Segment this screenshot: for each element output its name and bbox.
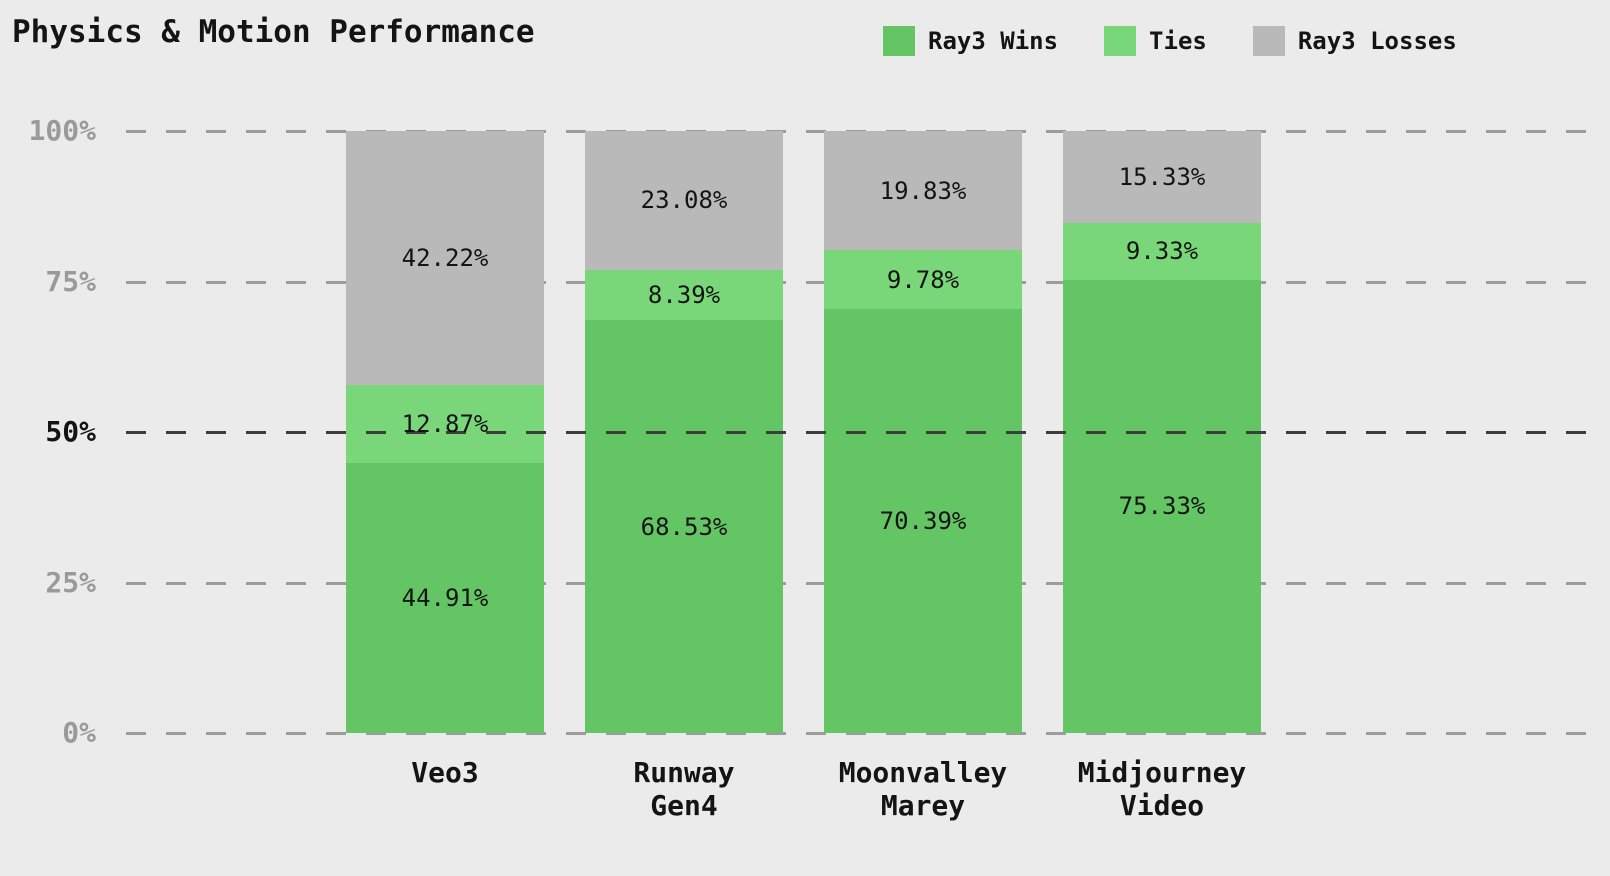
legend-label: Ray3 Losses — [1297, 27, 1457, 55]
bar-value-label: 19.83% — [879, 176, 967, 205]
gridline-emphasis — [126, 431, 1592, 434]
legend-item-ties: Ties — [1104, 26, 1207, 56]
y-tick-label: 75% — [45, 264, 96, 298]
legend-label: Ray3 Wins — [928, 27, 1059, 55]
bar-value-label: 68.53% — [640, 512, 728, 541]
bar-value-label: 44.91% — [401, 583, 489, 612]
bar-value-label: 42.22% — [401, 244, 489, 273]
y-tick-label: 50% — [45, 415, 96, 448]
bar-segment — [824, 309, 1022, 733]
bar-segment — [1063, 279, 1261, 733]
legend-item-ray3-wins: Ray3 Wins — [883, 26, 1058, 56]
legend-swatch-ties-icon — [1104, 26, 1137, 56]
bar-segment — [346, 462, 544, 733]
chart-title: Physics & Motion Performance — [12, 14, 535, 50]
bar-value-label: 23.08% — [640, 186, 728, 215]
bar-segment — [585, 131, 783, 270]
bar-segment — [346, 131, 544, 386]
bar-segment — [346, 385, 544, 463]
bar-value-label: 75.33% — [1118, 492, 1206, 521]
x-category-label: Runway Gen4 — [633, 756, 735, 822]
y-tick-label: 25% — [45, 565, 96, 599]
y-tick-label: 100% — [28, 114, 96, 147]
bar-segment — [585, 320, 783, 733]
bar-segment — [1063, 223, 1261, 280]
x-category-label: Veo3 — [411, 756, 479, 789]
bar-value-label: 9.33% — [1125, 237, 1199, 266]
gridline — [126, 732, 1592, 735]
bar-segment — [824, 131, 1022, 251]
x-category-label: Moonvalley Marey — [838, 756, 1008, 822]
bar-value-label: 12.87% — [401, 409, 489, 438]
bar-value-label: 9.78% — [886, 265, 960, 294]
legend-label: Ties — [1149, 27, 1207, 55]
bar-value-label: 8.39% — [647, 281, 721, 310]
x-category-label: Midjourney Video — [1077, 756, 1247, 822]
legend-item-ray3-losses: Ray3 Losses — [1252, 26, 1457, 56]
bar-value-label: 15.33% — [1118, 163, 1206, 192]
bar-segment — [824, 250, 1022, 310]
legend: Ray3 Wins Ties Ray3 Losses — [883, 26, 1457, 56]
legend-swatch-losses-icon — [1252, 26, 1285, 56]
y-tick-label: 0% — [62, 716, 96, 749]
legend-swatch-wins-icon — [883, 26, 915, 56]
bar-segment — [585, 269, 783, 321]
bar-value-label: 70.39% — [879, 507, 967, 536]
bar-segment — [1063, 131, 1261, 224]
